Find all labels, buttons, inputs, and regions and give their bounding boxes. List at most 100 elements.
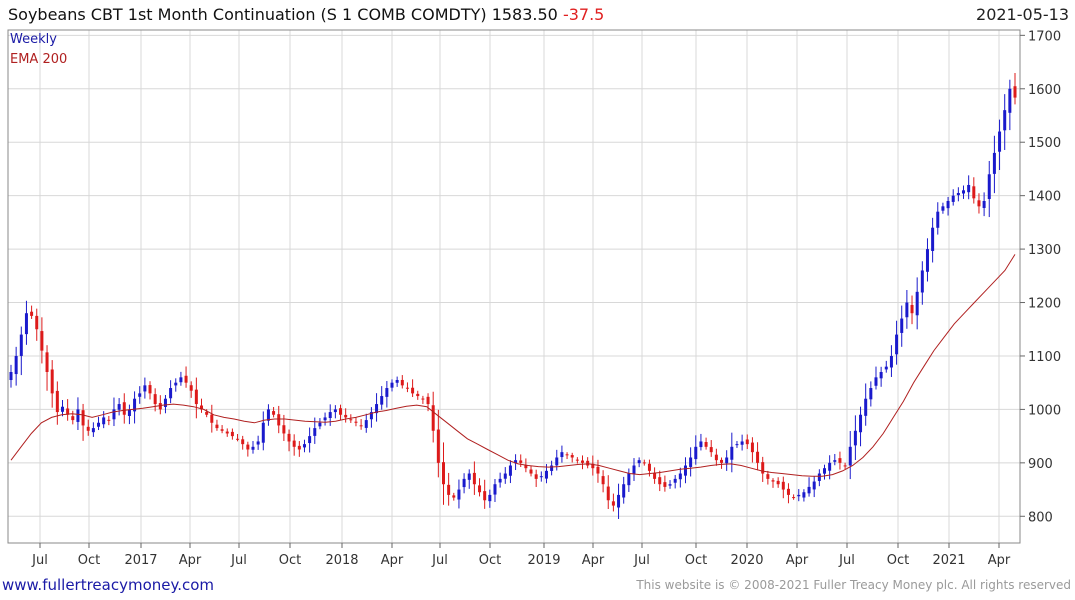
- candle-body: [230, 431, 234, 437]
- candle-body: [514, 460, 518, 464]
- candle-body: [436, 429, 440, 463]
- candle-body: [122, 402, 126, 415]
- candle-body: [76, 409, 80, 422]
- candle-body: [591, 463, 595, 469]
- y-tick-label: 900: [1028, 457, 1053, 472]
- candle-body: [781, 481, 785, 490]
- candle-body: [261, 422, 265, 443]
- candle-body: [920, 270, 924, 293]
- chart-title: Soybeans CBT 1st Month Continuation (S 1…: [8, 5, 604, 24]
- candle-body: [421, 398, 425, 400]
- site-link[interactable]: www.fullertreacymoney.com: [2, 576, 215, 594]
- candle-body: [328, 412, 332, 419]
- candle-body: [689, 457, 693, 467]
- candle-body: [364, 420, 368, 428]
- candle-body: [756, 451, 760, 463]
- candle-body: [493, 484, 497, 495]
- candle-body: [380, 396, 384, 405]
- candle-body: [184, 375, 188, 383]
- x-tick-label: 2017: [124, 553, 157, 568]
- candle-body: [215, 424, 219, 429]
- legend-weekly: Weekly: [10, 32, 57, 47]
- candle-body: [611, 501, 615, 506]
- candle-body: [879, 372, 883, 379]
- candle-body: [889, 355, 893, 368]
- candle-body: [637, 460, 641, 464]
- candle-body: [1008, 88, 1012, 113]
- candle-body: [694, 446, 698, 460]
- candle-body: [462, 478, 466, 488]
- x-tick-label: Jul: [31, 553, 48, 568]
- candle-body: [714, 454, 718, 461]
- candle-body: [761, 462, 765, 474]
- candle-body: [524, 465, 528, 469]
- candle-body: [277, 414, 281, 426]
- candle-body: [117, 404, 121, 410]
- candle-body: [555, 457, 559, 466]
- candle-body: [581, 460, 585, 463]
- candle-body: [843, 465, 847, 467]
- candle-body: [658, 477, 662, 485]
- candle-body: [478, 485, 482, 493]
- candle-body: [426, 396, 430, 405]
- candle-body: [138, 393, 142, 397]
- x-tick-label: Oct: [78, 553, 100, 568]
- x-tick-label: Oct: [887, 553, 909, 568]
- candle-body: [225, 431, 229, 434]
- candle-body: [776, 480, 780, 485]
- candle-body: [127, 409, 131, 417]
- candle-body: [586, 460, 590, 466]
- candle-body: [884, 366, 888, 370]
- y-tick-label: 1100: [1028, 350, 1061, 365]
- candle-body: [416, 393, 420, 397]
- candle-body: [50, 369, 54, 394]
- candle-body: [915, 291, 919, 316]
- candle-body: [488, 494, 492, 502]
- candle-body: [66, 408, 70, 415]
- candle-body: [163, 398, 167, 407]
- candle-body: [797, 494, 801, 497]
- candle-body: [179, 377, 183, 383]
- candle-body: [447, 484, 451, 495]
- y-axis: 800 900 1000 1100 1200 1300 1400 1500 1600 1700: [1020, 29, 1061, 525]
- x-tick-label: Oct: [279, 553, 301, 568]
- candle-body: [735, 444, 739, 446]
- grid: [8, 30, 1020, 543]
- candle-body: [539, 476, 543, 478]
- x-tick-label: 2020: [730, 553, 763, 568]
- y-tick-label: 1000: [1028, 403, 1061, 418]
- candle-body: [251, 446, 255, 450]
- legend-ema: EMA 200: [10, 52, 68, 67]
- candle-body: [60, 406, 64, 412]
- candle-body: [833, 460, 837, 462]
- y-tick-label: 1500: [1028, 136, 1061, 151]
- candle-body: [828, 462, 832, 471]
- candle-body: [508, 465, 512, 476]
- x-axis: Jul Oct 2017 Apr Jul Oct 2018 Apr Jul Oct 2019 Apr J…: [31, 543, 1011, 568]
- candle-body: [982, 201, 986, 208]
- candle-body: [282, 425, 286, 434]
- candle-body: [869, 388, 873, 400]
- candle-body: [174, 382, 178, 386]
- candle-body: [838, 458, 842, 463]
- candle-body: [359, 425, 363, 427]
- candle-body: [498, 478, 502, 483]
- candle-body: [565, 454, 569, 456]
- candle-body: [24, 313, 28, 335]
- x-tick-label: Apr: [381, 553, 404, 568]
- y-tick-label: 1400: [1028, 190, 1061, 205]
- candle-body: [302, 444, 306, 448]
- candle-body: [158, 403, 162, 410]
- candle-body: [560, 452, 564, 458]
- candle-body: [375, 404, 379, 414]
- candle-body: [853, 430, 857, 446]
- x-tick-label: Jul: [431, 553, 448, 568]
- candle-body: [622, 484, 626, 498]
- x-tick-label: Oct: [479, 553, 501, 568]
- candle-body: [1003, 110, 1007, 131]
- candle-body: [931, 227, 935, 251]
- candle-body: [333, 409, 337, 413]
- x-tick-label: Apr: [582, 553, 605, 568]
- candle-body: [673, 478, 677, 483]
